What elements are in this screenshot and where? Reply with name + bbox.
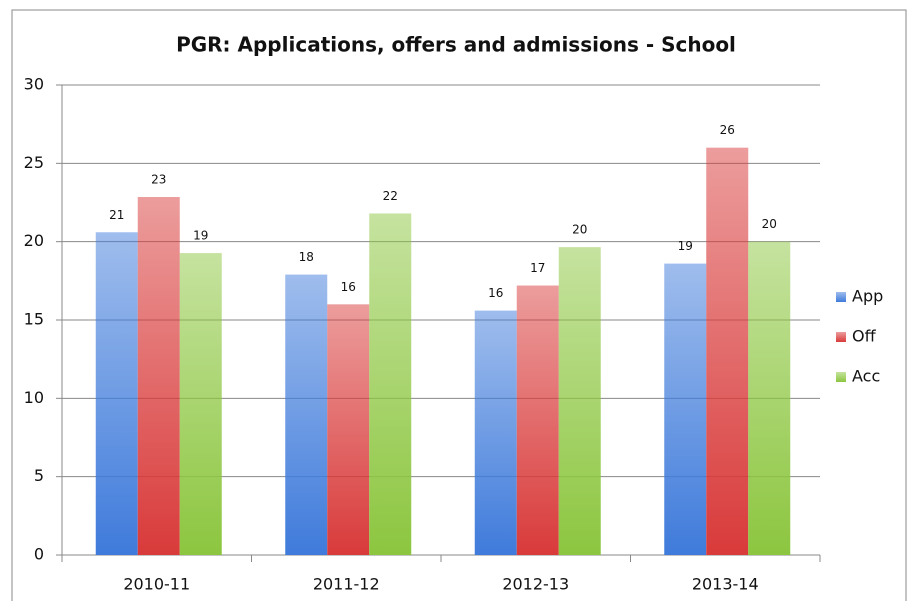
value-label: 16: [341, 280, 356, 294]
y-tick-label: 30: [24, 75, 44, 94]
value-label: 22: [383, 189, 398, 203]
bar: [748, 241, 791, 555]
legend-label: Acc: [852, 367, 880, 386]
bar: [516, 285, 559, 555]
bar: [137, 197, 180, 555]
chart-title: PGR: Applications, offers and admissions…: [176, 33, 736, 57]
x-tick-label: 2010-11: [123, 575, 190, 594]
y-tick-label: 25: [24, 153, 44, 172]
y-tick-label: 20: [24, 231, 44, 250]
value-label: 26: [720, 123, 735, 137]
value-label: 19: [193, 229, 208, 243]
value-label: 17: [530, 261, 545, 275]
bar: [95, 232, 138, 555]
x-tick-label: 2012-13: [502, 575, 569, 594]
y-tick-label: 15: [24, 310, 44, 329]
value-label: 19: [678, 239, 693, 253]
bar: [664, 263, 707, 555]
legend-label: Off: [852, 327, 877, 346]
value-label: 18: [299, 250, 314, 264]
y-tick-label: 0: [34, 545, 44, 564]
value-label: 23: [151, 173, 166, 187]
bar: [327, 304, 370, 555]
y-tick-label: 5: [34, 466, 44, 485]
legend-swatch: [836, 332, 846, 342]
legend-swatch: [836, 372, 846, 382]
legend-label: App: [852, 287, 883, 306]
bar: [179, 253, 222, 555]
bar: [285, 274, 328, 555]
value-label: 16: [488, 286, 503, 300]
x-tick-label: 2013-14: [692, 575, 759, 594]
y-tick-label: 10: [24, 388, 44, 407]
value-label: 20: [762, 217, 777, 231]
bar: [474, 310, 517, 555]
bar: [558, 247, 601, 555]
legend-swatch: [836, 292, 846, 302]
bar: [706, 147, 749, 555]
value-label: 21: [109, 208, 124, 222]
x-tick-label: 2011-12: [313, 575, 380, 594]
value-label: 20: [572, 223, 587, 237]
bar: [369, 213, 412, 555]
